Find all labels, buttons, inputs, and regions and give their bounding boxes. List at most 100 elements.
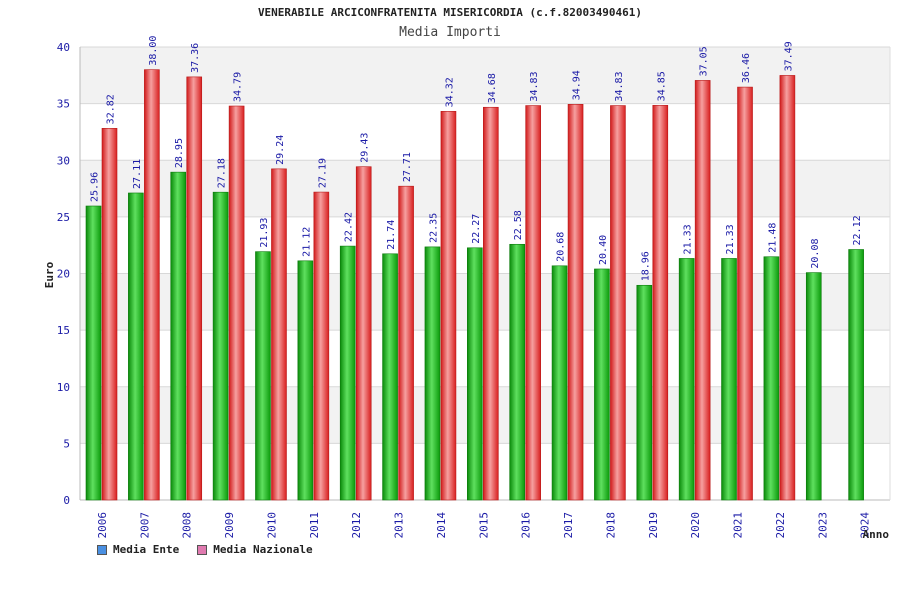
bar-media-ente-2012 xyxy=(339,245,356,501)
data-label: 25.96 xyxy=(90,172,101,202)
legend-label: Media Ente xyxy=(113,543,180,556)
bar-media-ente-2020 xyxy=(678,258,695,501)
legend-swatch xyxy=(197,544,208,555)
x-tick-label: 2010 xyxy=(265,512,278,539)
x-tick-label: 2008 xyxy=(181,512,194,539)
data-label: 28.95 xyxy=(174,138,185,168)
bar-media-nazionale-2015 xyxy=(483,106,499,501)
data-label: 34.68 xyxy=(487,73,498,103)
x-tick-label: 2007 xyxy=(138,512,151,539)
bar-media-ente-2011 xyxy=(297,260,314,501)
x-tick-label: 2020 xyxy=(689,512,702,539)
x-tick-label: 2021 xyxy=(732,512,745,539)
x-tick-label: 2006 xyxy=(96,512,109,539)
data-label: 21.12 xyxy=(301,227,312,257)
data-label: 34.83 xyxy=(529,71,540,101)
bar-media-ente-2018 xyxy=(594,268,610,501)
bar-media-ente-2015 xyxy=(467,247,483,501)
bar-media-nazionale-2011 xyxy=(313,191,330,501)
y-tick-label: 25 xyxy=(57,211,70,224)
bar-media-nazionale-2013 xyxy=(398,185,414,501)
x-tick-label: 2015 xyxy=(477,512,490,539)
bar-media-nazionale-2020 xyxy=(694,80,711,501)
y-tick-label: 5 xyxy=(63,437,70,450)
data-label: 36.46 xyxy=(741,53,752,83)
x-tick-label: 2012 xyxy=(350,512,363,539)
x-tick-label: 2022 xyxy=(774,512,787,539)
bar-media-ente-2008 xyxy=(170,171,187,501)
y-tick-label: 20 xyxy=(57,268,70,281)
y-tick-label: 0 xyxy=(63,494,70,507)
data-label: 27.11 xyxy=(132,159,143,189)
bars xyxy=(85,69,864,501)
x-axis-label: Anno xyxy=(863,528,890,541)
bar-media-nazionale-2018 xyxy=(610,105,626,501)
bar-media-ente-2013 xyxy=(382,253,398,501)
data-label: 20.40 xyxy=(598,235,609,265)
data-label: 34.85 xyxy=(656,71,667,101)
data-label: 37.49 xyxy=(783,41,794,71)
data-label: 38.00 xyxy=(148,36,159,66)
x-tick-label: 2018 xyxy=(604,512,617,539)
bar-media-ente-2010 xyxy=(255,251,271,501)
bar-media-nazionale-2006 xyxy=(101,128,118,501)
data-label: 34.94 xyxy=(572,70,583,100)
x-tick-label: 2017 xyxy=(562,512,575,539)
y-axis-label: Euro xyxy=(43,261,56,288)
x-tick-label: 2019 xyxy=(647,512,660,539)
x-tick-label: 2023 xyxy=(816,512,829,539)
bar-media-ente-2022 xyxy=(763,256,780,501)
data-label: 21.93 xyxy=(259,218,270,248)
legend-item-media-ente: Media Ente xyxy=(97,543,179,556)
data-label: 22.42 xyxy=(344,212,355,242)
bar-media-ente-2023 xyxy=(805,272,822,501)
bar-media-ente-2006 xyxy=(85,205,102,501)
data-label: 22.12 xyxy=(852,215,863,245)
bar-media-nazionale-2010 xyxy=(271,168,287,501)
x-tick-label: 2013 xyxy=(393,512,406,539)
bar-media-nazionale-2007 xyxy=(144,69,160,501)
bar-media-ente-2009 xyxy=(212,191,229,501)
bar-media-ente-2014 xyxy=(424,246,441,501)
data-label: 22.35 xyxy=(428,213,439,243)
y-tick-label: 40 xyxy=(57,41,70,54)
x-tick-label: 2024 xyxy=(859,512,872,539)
plot-band xyxy=(80,47,890,104)
y-tick-label: 35 xyxy=(57,98,70,111)
data-label: 20.68 xyxy=(556,232,567,262)
bar-media-ente-2017 xyxy=(551,265,568,501)
data-label: 37.05 xyxy=(699,46,710,76)
x-tick-label: 2011 xyxy=(308,512,321,539)
data-label: 27.71 xyxy=(402,152,413,182)
legend-item-media-nazionale: Media Nazionale xyxy=(197,543,313,556)
bar-media-nazionale-2016 xyxy=(525,105,541,501)
bar-media-nazionale-2017 xyxy=(567,104,584,501)
bar-media-ente-2019 xyxy=(636,284,653,501)
legend-swatch xyxy=(97,544,107,555)
bar-media-nazionale-2009 xyxy=(228,105,245,501)
legend: Media Ente Media Nazionale xyxy=(97,543,313,556)
data-label: 34.79 xyxy=(233,72,244,102)
legend-label: Media Nazionale xyxy=(213,543,313,556)
data-label: 34.83 xyxy=(614,71,625,101)
bar-media-ente-2007 xyxy=(128,192,144,501)
data-label: 21.74 xyxy=(386,220,397,250)
data-label: 27.18 xyxy=(217,158,228,188)
bar-media-nazionale-2012 xyxy=(355,166,372,501)
data-label: 22.27 xyxy=(471,214,482,244)
data-label: 37.36 xyxy=(190,43,201,73)
bar-media-ente-2024 xyxy=(848,249,864,501)
data-label: 29.24 xyxy=(275,135,286,165)
y-tick-label: 15 xyxy=(57,324,70,337)
chart-title: VENERABILE ARCICONFRATENITA MISERICORDIA… xyxy=(257,6,643,19)
data-labels: 25.96 32.82 2006 27.11 38.00 2007 28.95 37.36 20… xyxy=(90,36,872,539)
bar-media-nazionale-2021 xyxy=(737,86,753,501)
x-tick-label: 2016 xyxy=(520,512,533,539)
data-label: 34.32 xyxy=(444,77,455,107)
data-label: 32.82 xyxy=(106,94,117,124)
data-label: 27.19 xyxy=(317,158,328,188)
data-label: 21.33 xyxy=(725,224,736,254)
x-tick-label: 2014 xyxy=(435,512,448,539)
bar-media-nazionale-2008 xyxy=(186,76,203,501)
